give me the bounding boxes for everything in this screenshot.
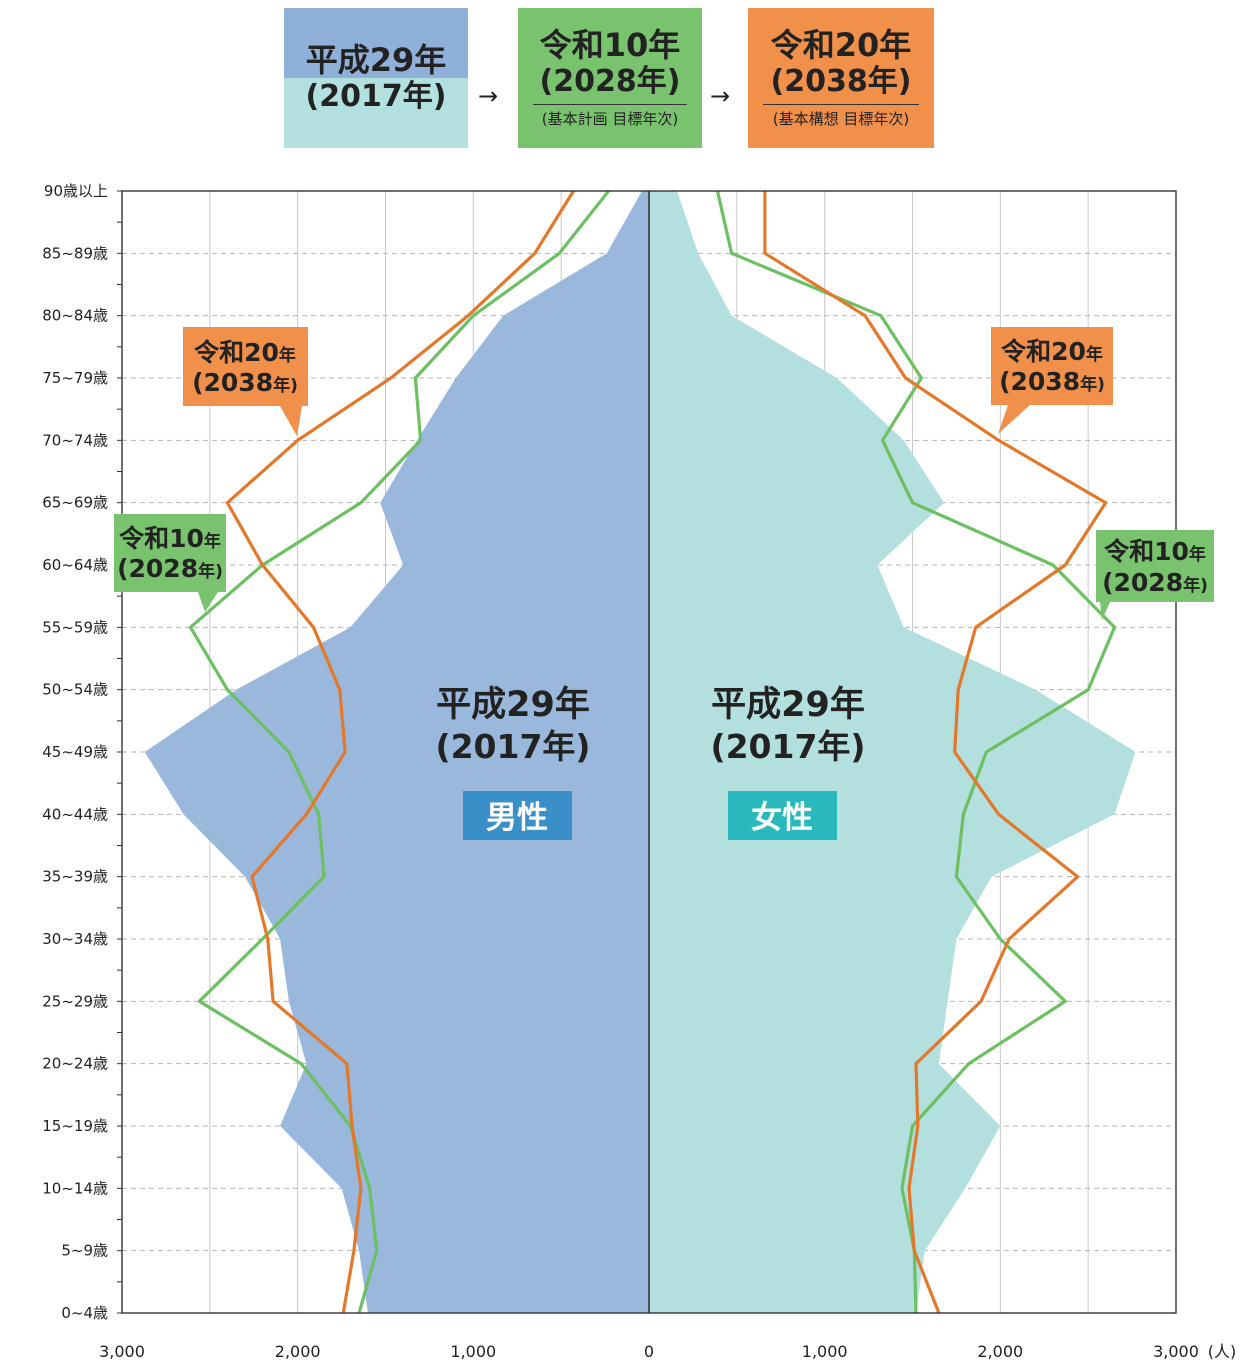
svg-text:(2038年): (2038年): [192, 368, 298, 397]
legend-2017-western: (2017年): [305, 79, 447, 114]
y-tick-label: 55~59歳: [42, 618, 108, 636]
male-western-label: (2017年): [435, 727, 590, 766]
callout-right-2028: 令和10年 (2028年): [1096, 530, 1214, 620]
y-tick-label: 20~24歳: [42, 1055, 108, 1073]
callout-right-2028-sub-small: 年): [1183, 575, 1208, 596]
callout-left-2028-main: 令和10: [119, 524, 204, 553]
male-center-label: 平成29年 (2017年) 男性: [435, 685, 591, 840]
female-badge: [728, 791, 837, 840]
y-tick-label: 25~29歳: [42, 992, 108, 1010]
callout-right-2028-sub: (2028: [1102, 568, 1183, 597]
line-layer: [188, 190, 1117, 1314]
y-tick-label: 85~89歳: [42, 244, 108, 262]
legend-arrow-1: →: [478, 82, 499, 110]
y-tick-label: 0~4歳: [61, 1304, 108, 1322]
callout-right-2028-main: 令和10: [1104, 537, 1189, 566]
svg-text:(2038年): (2038年): [999, 367, 1105, 396]
callout-right-2038-sub: (2038: [999, 367, 1080, 396]
svg-text:令和10年: 令和10年: [119, 524, 221, 553]
x-tick-label: 2,000: [977, 1342, 1023, 1361]
y-tick-label: 30~34歳: [42, 930, 108, 948]
callout-right-2038: 令和20年 (2038年): [991, 327, 1113, 434]
2028-male-line: [188, 190, 610, 1314]
male-year-label: 平成29年: [436, 685, 590, 725]
female-badge-text: 女性: [751, 800, 813, 836]
axes: [117, 190, 1177, 1314]
svg-text:令和20年: 令和20年: [1001, 337, 1103, 366]
x-tick-label: 0: [644, 1342, 654, 1361]
legend-2038: 令和20年 (2038年) (基本構想 目標年次): [748, 8, 934, 148]
x-tick-label: 1,000: [802, 1342, 848, 1361]
y-tick-label: 45~49歳: [42, 743, 108, 761]
callout-left-2028-small: 年: [204, 531, 221, 552]
female-western-label: (2017年): [710, 727, 865, 766]
y-tick-label: 70~74歳: [42, 431, 108, 449]
y-tick-label: 75~79歳: [42, 369, 108, 387]
callout-left-2038: 令和20年 (2038年): [183, 327, 308, 436]
svg-text:(2028年): (2028年): [1102, 568, 1208, 597]
y-tick-labels: 0~4歳 5~9歳 10~14歳 15~19歳 20~24歳 25~29歳 30~34歳 35…: [42, 182, 108, 1322]
male-2017-area: [144, 191, 650, 1313]
x-tick-label: 3,000: [1153, 1342, 1199, 1361]
svg-text:(2028年): (2028年): [117, 554, 223, 583]
legend-2028: 令和10年 (2028年) (基本計画 目標年次): [518, 8, 702, 148]
svg-text:令和20年: 令和20年: [194, 338, 296, 367]
female-year-label: 平成29年: [711, 685, 865, 725]
callout-right-2038-sub-small: 年): [1080, 374, 1105, 395]
x-tick-labels: 3,000 2,000 1,000 0 1,000 2,000 3,000: [99, 1342, 1199, 1361]
y-tick-label: 65~69歳: [42, 494, 108, 512]
male-badge-text: 男性: [486, 800, 548, 836]
callout-right-2038-small: 年: [1086, 344, 1103, 365]
area-layer: [144, 191, 1136, 1313]
callout-right-2038-main: 令和20: [1001, 337, 1086, 366]
y-tick-label: 90歳以上: [44, 182, 108, 200]
callout-left-2038-sub: (2038: [192, 368, 273, 397]
y-tick-label: 60~64歳: [42, 556, 108, 574]
x-tick-label: 3,000: [99, 1342, 145, 1361]
y-tick-label: 80~84歳: [42, 307, 108, 325]
callout-left-2028-sub: (2028: [117, 554, 198, 583]
callout-left-2038-main: 令和20: [194, 338, 279, 367]
callout-left-2038-bubble: [183, 327, 308, 436]
legend-2017: 平成29年 (2017年): [284, 8, 468, 148]
callout-right-2028-bubble: [1096, 530, 1214, 620]
x-tick-label: 1,000: [450, 1342, 496, 1361]
legend-2038-year: 令和20年: [770, 26, 912, 64]
legend-2017-year: 平成29年: [305, 41, 447, 79]
callout-left-2028-bubble: [114, 514, 226, 612]
legend-2038-western: (2038年): [770, 64, 912, 99]
y-tick-label: 5~9歳: [61, 1242, 108, 1260]
legend-arrow-2: →: [710, 82, 731, 110]
female-2017-area: [649, 191, 1136, 1313]
callout-right-2028-small: 年: [1189, 544, 1206, 565]
female-center-label: 平成29年 (2017年) 女性: [710, 685, 866, 840]
y-tick-label: 35~39歳: [42, 868, 108, 886]
legend-2028-year: 令和10年: [539, 26, 681, 64]
2038-male-line: [225, 190, 575, 1314]
y-tick-label: 10~14歳: [42, 1179, 108, 1197]
y-tick-label: 15~19歳: [42, 1117, 108, 1135]
x-tick-label: 2,000: [275, 1342, 321, 1361]
callout-left-2038-small: 年: [279, 345, 296, 366]
callout-left-2028-sub-small: 年): [198, 561, 223, 582]
2028-female-line: [715, 190, 1117, 1314]
y-tick-label: 40~44歳: [42, 805, 108, 823]
y-tick-label: 50~54歳: [42, 681, 108, 699]
legend-2028-western: (2028年): [539, 64, 681, 99]
legend-2028-note: (基本計画 目標年次): [532, 104, 688, 130]
legend-2038-note: (基本構想 目標年次): [762, 104, 920, 130]
x-axis-unit-label: (人): [1208, 1342, 1237, 1361]
svg-text:令和10年: 令和10年: [1104, 537, 1206, 566]
callout-left-2038-sub-small: 年): [273, 375, 298, 396]
callout-left-2028: 令和10年 (2028年): [114, 514, 226, 612]
male-badge: [463, 791, 572, 840]
callout-right-2038-bubble: [991, 327, 1113, 434]
2038-female-line: [763, 191, 1108, 1314]
